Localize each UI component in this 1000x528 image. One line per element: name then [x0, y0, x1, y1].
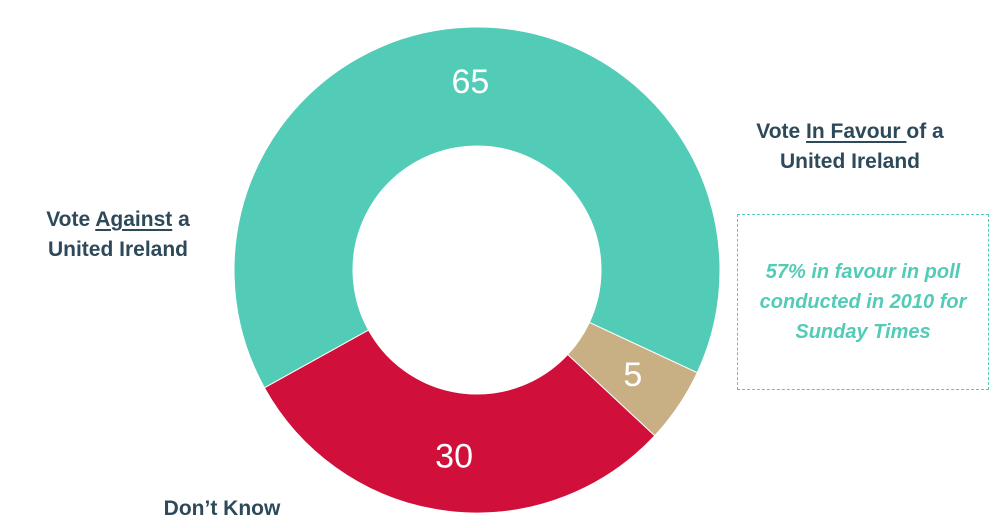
slice-label-dont-know: 5	[623, 356, 642, 394]
note-box: 57% in favour in poll conducted in 2010 …	[737, 214, 989, 390]
label-against-emphasis: Against	[95, 208, 173, 231]
label-against-post: a	[172, 208, 190, 231]
label-against-line2: United Ireland	[47, 238, 189, 261]
label-favour-line2: United Ireland	[779, 150, 921, 173]
label-vote-in-favour: Vote In Favour of a United Ireland	[712, 117, 988, 177]
slice-label-vote-against: 30	[435, 438, 473, 476]
label-favour-emphasis: In Favour	[806, 120, 907, 143]
slice-vote-against	[263, 329, 656, 514]
label-against-pre: Vote	[46, 208, 96, 231]
label-favour-post: of a	[906, 120, 944, 143]
label-vote-against: Vote Against a United Ireland	[8, 205, 228, 265]
label-favour-pre: Vote	[756, 120, 807, 143]
note-text: 57% in favour in poll conducted in 2010 …	[759, 261, 967, 343]
label-dont-know: Don’t Know	[163, 497, 281, 520]
slice-label-vote-in-favour: 65	[452, 63, 490, 101]
slice-vote-in-favour	[233, 26, 721, 389]
